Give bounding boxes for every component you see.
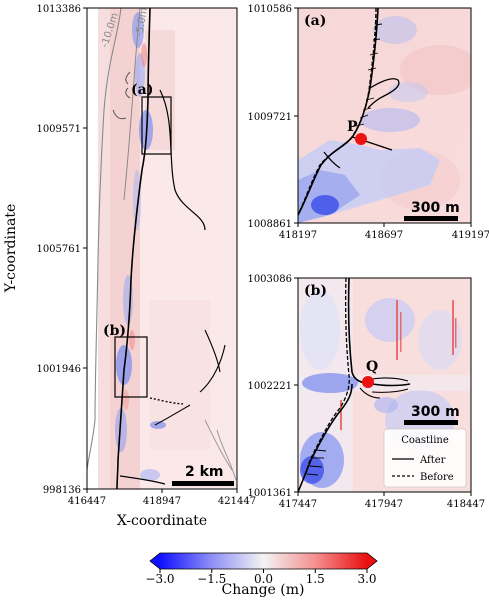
contour-label-5: -5.0m — [134, 7, 150, 38]
zoom-a-y-tick-2: 1008861 — [247, 219, 292, 230]
zoom-a-y-tick-0: 1010586 — [247, 4, 292, 15]
colorbar-tick-label: 0.0 — [254, 572, 273, 586]
box-b-label: (b) — [103, 323, 126, 339]
overview-panel: (a) (b) -10.0m -5.0m 2 km 416447 418947 … — [3, 4, 256, 529]
zoom-a-x-tick-2: 419197 — [452, 230, 489, 241]
overview-scalebar-label: 2 km — [185, 464, 224, 480]
zoom-a-y-tick-1: 1009721 — [247, 112, 292, 123]
point-q-label: Q — [366, 359, 378, 375]
zoom-a-label: (a) — [304, 13, 326, 29]
colorbar: −3.0 −1.5 0.0 1.5 3.0 Change (m) — [145, 552, 378, 598]
legend-after-label: After — [419, 455, 446, 466]
zoom-b-y-tick-1: 1002221 — [247, 381, 292, 392]
overview-y-tick-0: 1013386 — [36, 4, 81, 15]
colorbar-tick-label: −3.0 — [145, 572, 174, 586]
zoom-a-x-tick-1: 418697 — [365, 230, 403, 241]
colorbar-tick-label: 1.5 — [306, 572, 325, 586]
colorbar-tick-label: 3.0 — [357, 572, 376, 586]
zoom-b-scalebar — [404, 420, 458, 425]
zoom-b-y-tick-2: 1001361 — [247, 488, 292, 499]
box-b — [114, 336, 148, 398]
zoom-panel-b: (b) Q 300 m Coastline After Before 41744… — [247, 274, 485, 510]
overview-y-tick-2: 1005761 — [36, 244, 81, 255]
overview-scalebar — [172, 481, 234, 486]
legend-before-label: Before — [420, 472, 454, 483]
overview-x-tick-1: 418947 — [143, 496, 181, 507]
zoom-b-label: (b) — [304, 283, 327, 299]
x-axis-label: X-coordinate — [117, 513, 207, 529]
zoom-a-x-tick-0: 418197 — [279, 230, 317, 241]
legend-title: Coastline — [401, 435, 449, 446]
y-axis-label: Y-coordinate — [3, 204, 19, 294]
zoom-a-scalebar — [404, 216, 458, 221]
box-a-label: (a) — [131, 82, 153, 98]
point-p-marker — [355, 133, 367, 145]
coastline-legend: Coastline After Before — [383, 428, 467, 488]
colorbar-tick-label: −1.5 — [197, 572, 226, 586]
box-a — [141, 96, 172, 155]
zoom-b-scalebar-label: 300 m — [411, 404, 460, 420]
zoom-panel-a: (a) P 300 m 418197 418697 419197 1010586… — [247, 4, 489, 241]
overview-y-tick-4: 998136 — [43, 485, 81, 496]
zoom-b-x-tick-0: 417447 — [279, 499, 317, 510]
zoom-b-x-tick-1: 417947 — [365, 499, 403, 510]
colorbar-gradient — [160, 553, 367, 569]
zoom-b-x-tick-2: 418447 — [447, 499, 485, 510]
overview-x-tick-0: 416447 — [68, 496, 106, 507]
colorbar-label: Change (m) — [222, 582, 305, 598]
overview-y-tick-1: 1009571 — [36, 124, 81, 135]
zoom-b-y-tick-0: 1003086 — [247, 274, 292, 285]
point-p-label: P — [347, 119, 358, 135]
zoom-a-scalebar-label: 300 m — [411, 200, 460, 216]
overview-x-tick-2: 421447 — [218, 496, 256, 507]
overview-y-tick-3: 1001946 — [36, 364, 81, 375]
point-q-marker — [362, 376, 374, 388]
